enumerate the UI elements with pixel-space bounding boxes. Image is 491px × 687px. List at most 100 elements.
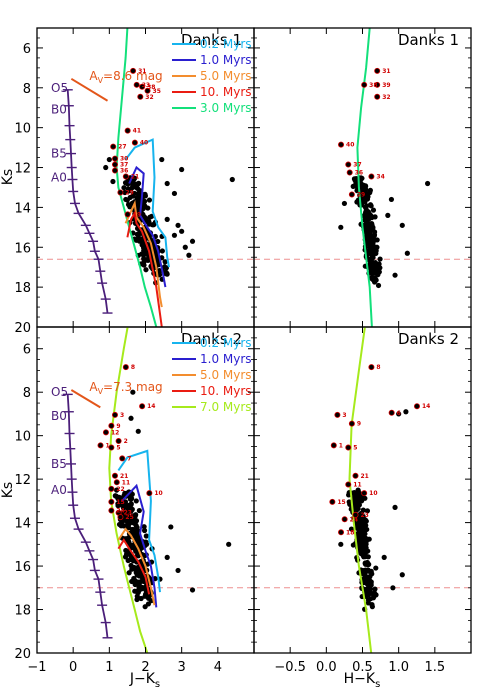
x-axis-title-right: H−Ks	[344, 671, 381, 687]
star-point	[370, 226, 376, 232]
star-point	[377, 256, 383, 262]
labeled-star	[374, 67, 381, 74]
reddening-label: AV=8.6 mag	[89, 69, 162, 85]
star-point	[346, 499, 352, 505]
star-point	[145, 257, 151, 263]
star-point	[129, 526, 135, 533]
star-label: 30	[120, 156, 128, 163]
star-point	[373, 565, 379, 571]
labeled-star	[122, 364, 129, 371]
labeled-star	[124, 127, 131, 134]
labeled-star	[346, 169, 353, 176]
y-tick-label: 6	[23, 343, 31, 358]
star-point	[127, 204, 133, 210]
star-point	[368, 581, 374, 587]
star-point	[367, 221, 373, 227]
labeled-star	[361, 490, 368, 497]
star-label: 18	[346, 529, 354, 536]
y-tick-label: 16	[14, 241, 31, 256]
star-point	[396, 411, 402, 417]
star-label: 36	[120, 168, 128, 175]
star-point	[359, 187, 365, 193]
labeled-star	[144, 87, 151, 94]
star-label: 40	[140, 140, 148, 147]
star-point	[364, 591, 370, 597]
star-point	[133, 498, 139, 504]
star-point	[392, 504, 398, 510]
star-label: 11	[122, 479, 130, 486]
star-label: 34	[376, 174, 384, 181]
star-label: 31	[138, 68, 146, 75]
star-label: 38	[369, 82, 377, 89]
reddening-vector	[70, 389, 101, 409]
star-label: 33	[142, 82, 150, 89]
star-label: 29	[125, 189, 133, 196]
panel-title: Danks 1	[181, 31, 242, 49]
star-point	[364, 586, 370, 592]
star-point	[364, 226, 370, 232]
plot-area	[37, 327, 254, 653]
isochrone-0-2-myrs	[124, 138, 170, 268]
star-point	[122, 189, 128, 196]
isochrone-3-0-myrs	[115, 28, 158, 327]
star-point	[425, 180, 431, 187]
star-point	[141, 256, 147, 262]
y-tick-label: 12	[14, 473, 31, 488]
labeled-star	[111, 167, 118, 174]
star-point	[134, 593, 140, 599]
star-point	[135, 428, 141, 434]
panel-title: Danks 2	[181, 330, 242, 348]
isochrone-10--myrs	[126, 210, 163, 327]
labeled-star	[110, 143, 117, 150]
spectral-type-label: B5	[51, 147, 67, 161]
labeled-star	[137, 93, 144, 100]
main-sequence-line	[66, 89, 109, 314]
labeled-star	[108, 444, 115, 451]
spectral-type-label: A0	[51, 483, 67, 497]
x-tick-label: −0.5	[274, 660, 306, 675]
star-point	[136, 541, 142, 547]
star-point	[141, 262, 147, 268]
star-label: 12	[111, 429, 119, 436]
star-point	[361, 193, 367, 199]
legend-label: 10. Myrs	[200, 85, 252, 99]
labeled-star	[139, 403, 146, 410]
star-point	[361, 540, 367, 546]
star-point	[141, 527, 148, 534]
isochrone-3-0-myrs	[356, 28, 373, 327]
star-point	[361, 522, 368, 528]
star-point	[189, 587, 196, 593]
star-point	[357, 544, 363, 550]
star-point	[365, 567, 371, 573]
x-tick-label: 0.5	[352, 660, 373, 675]
y-tick-label: 14	[14, 517, 31, 532]
star-point	[171, 232, 178, 238]
star-point	[371, 593, 377, 599]
labeled-star	[108, 507, 115, 514]
star-label: 3	[342, 412, 346, 419]
x-tick-label: 4	[214, 660, 222, 675]
star-point	[385, 212, 391, 218]
y-tick-label: 18	[14, 281, 31, 296]
star-point	[131, 577, 137, 583]
x-tick-label: 1.5	[424, 660, 445, 675]
labeled-star	[361, 81, 368, 88]
star-point	[352, 500, 358, 506]
star-point	[350, 542, 356, 548]
y-tick-label: 8	[23, 386, 31, 401]
star-point	[392, 272, 398, 278]
star-point	[179, 166, 185, 173]
star-point	[182, 244, 188, 250]
legend-label: 1.0 Myrs	[200, 352, 252, 366]
labeled-star	[113, 479, 120, 486]
star-label: 6	[397, 410, 401, 417]
legend-label: 5.0 Myrs	[200, 368, 252, 382]
star-point	[128, 415, 134, 421]
star-label: 19	[133, 211, 141, 218]
star-point	[136, 536, 142, 543]
star-label: 39	[382, 82, 390, 89]
star-label: 37	[120, 162, 128, 169]
y-axis-title-top: Ks	[0, 169, 16, 185]
labeled-star	[139, 83, 146, 90]
